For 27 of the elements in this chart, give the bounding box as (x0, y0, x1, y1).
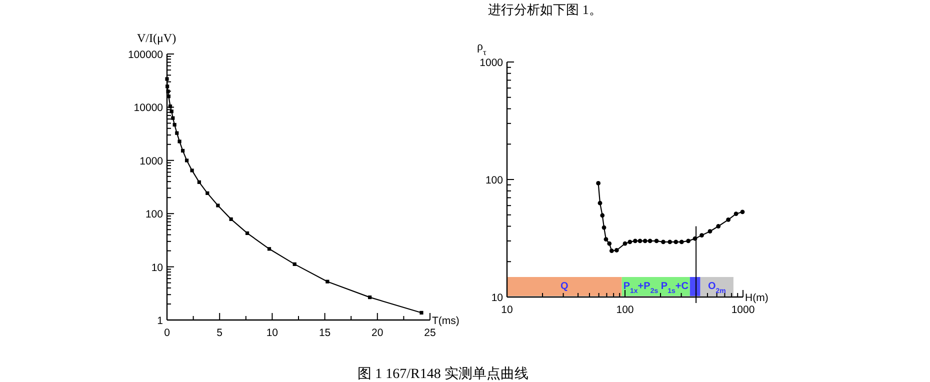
y-tick-label: 10 (151, 262, 164, 274)
band-label: Q (560, 281, 569, 292)
y-tick-label: 100 (485, 174, 504, 186)
x-axis-title: H(m) (745, 292, 768, 304)
y-tick-label: 1 (157, 315, 164, 327)
y-tick-label: 10 (491, 292, 504, 304)
x-axis-title: T(ms) (432, 315, 460, 327)
x-tick-label: 10 (266, 327, 278, 339)
x-tick-label: 10 (501, 304, 513, 316)
y-axis-title: V/I(μV) (137, 31, 176, 45)
x-tick-label: 0 (164, 327, 170, 339)
y-tick-label: 1000 (140, 155, 164, 168)
band-label: P$_{1x}$+P$_{2s}$ P$_{1s}$+C (623, 281, 688, 294)
text: 进行分析如下图 1。 (488, 2, 602, 17)
x-tick-label: 20 (372, 327, 384, 339)
y-tick-label: 100 (145, 208, 164, 221)
y-axis-title: ρ$_{τ}$ (477, 39, 487, 56)
y-tick-label: 1000 (480, 57, 504, 69)
x-tick-label: 100 (616, 304, 634, 316)
caption: 图 1 167/R148 实测单点曲线 (358, 366, 528, 382)
x-tick-label: 25 (424, 327, 436, 339)
y-tick-label: 10000 (134, 102, 164, 114)
x-tick-label: 15 (318, 327, 331, 339)
y-tick-label: 100000 (128, 49, 164, 61)
x-tick-label: 1000 (731, 304, 755, 316)
band-label: O$_{2m}$ (708, 281, 726, 294)
x-tick-label: 5 (216, 327, 223, 339)
